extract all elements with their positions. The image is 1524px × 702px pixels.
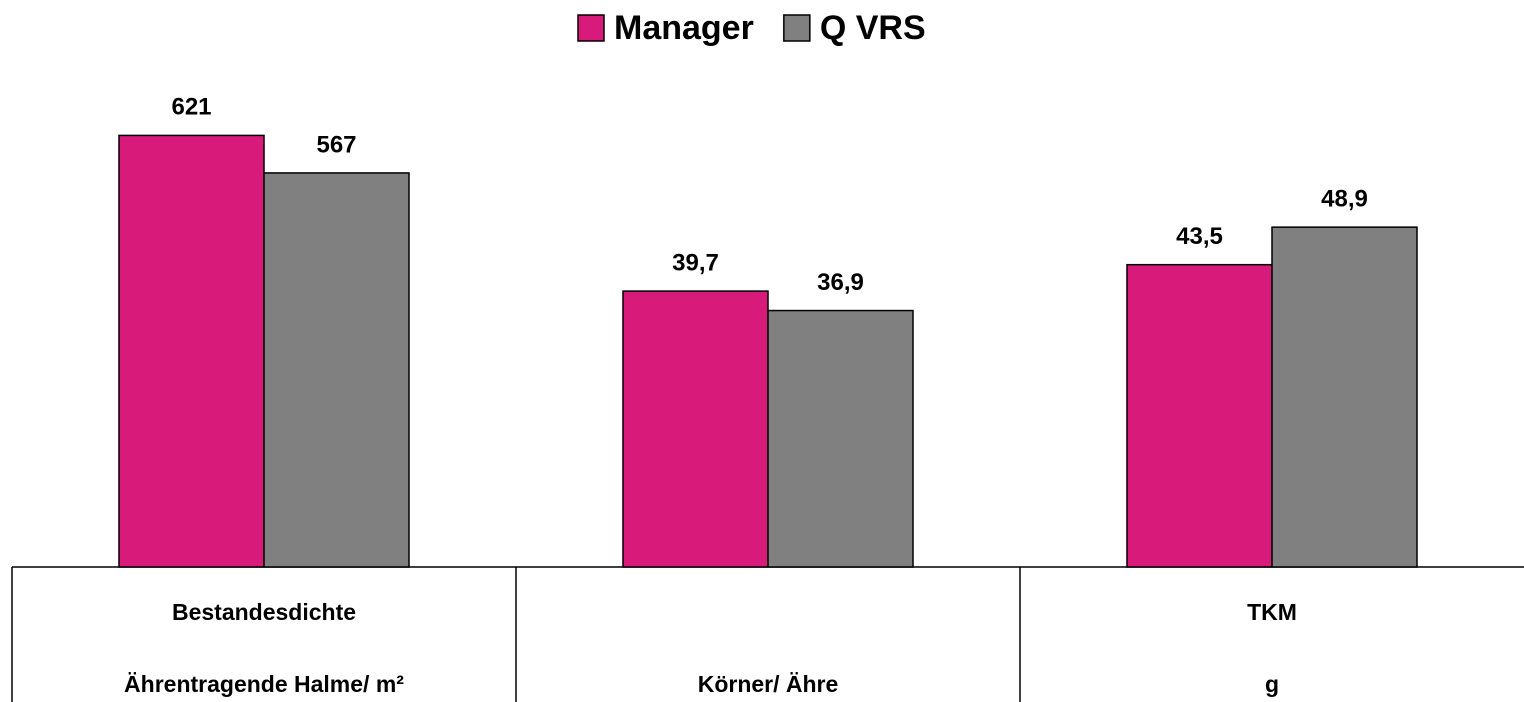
data-label: 567 — [316, 131, 356, 158]
category-label: Ährentragende Halme/ m² — [124, 671, 404, 697]
data-label: 621 — [171, 94, 211, 121]
data-label: 39,7 — [672, 249, 719, 276]
bar — [263, 172, 410, 568]
legend-swatch — [783, 14, 811, 42]
data-label: 43,5 — [1176, 223, 1223, 250]
data-label: 36,9 — [817, 269, 864, 296]
legend-label: Q VRS — [820, 9, 926, 47]
category-label: Bestandesdichte — [172, 599, 356, 625]
category-label: Körner/ Ähre — [698, 671, 839, 697]
bar — [767, 309, 914, 568]
bar — [118, 134, 265, 568]
bar — [1126, 263, 1273, 568]
category-label: TKM — [1247, 599, 1297, 625]
legend-swatch — [577, 14, 605, 42]
bar — [622, 290, 769, 568]
legend-label: Manager — [614, 9, 754, 47]
bar — [1271, 226, 1418, 568]
category-label: g — [1265, 671, 1279, 697]
data-label: 48,9 — [1321, 185, 1368, 212]
